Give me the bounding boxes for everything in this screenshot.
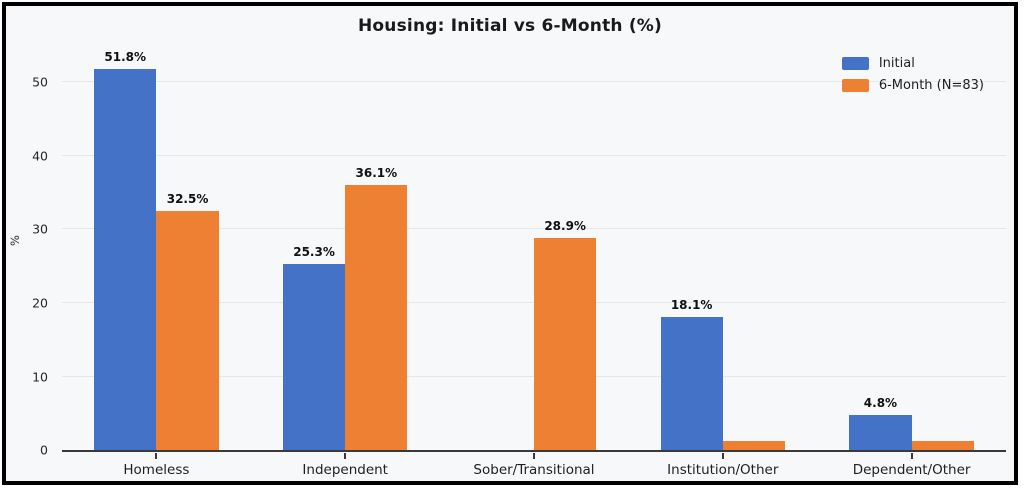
x-category-label: Sober/Transitional: [473, 462, 595, 478]
x-category-label: Homeless: [123, 462, 190, 478]
bar-group: 25.3% 36.1%: [251, 42, 440, 459]
bar-6-month-n-83: [533, 237, 597, 450]
bar-value-label: 28.9%: [544, 218, 586, 233]
x-tick: [344, 453, 347, 459]
gridline: [62, 228, 1006, 230]
legend-swatch: [841, 79, 869, 92]
legend-label: Initial: [878, 56, 915, 71]
bar-initial: [94, 69, 157, 450]
legend-label: 6-Month (N=83): [878, 78, 984, 93]
bar-6-month-n-83: [156, 211, 219, 450]
x-tick: [155, 453, 158, 459]
y-tick-label: 10: [32, 369, 48, 384]
bar-value-label: 32.5%: [166, 192, 209, 207]
bar-group: 4.8%: [817, 42, 1006, 459]
x-axis: Homeless Independent Sober/Transitional Ins…: [62, 458, 1006, 478]
x-category-label: Independent: [302, 462, 388, 478]
bar-initial: [282, 264, 346, 450]
bar-group: 51.8% 32.5%: [62, 42, 251, 459]
bar-6-month-n-83: [722, 441, 786, 450]
bar-initial: [849, 414, 912, 450]
bar-value-label: 25.3%: [293, 245, 335, 260]
y-tick-label: 50: [32, 74, 48, 90]
legend: Initial 6-Month (N=83): [841, 56, 984, 93]
bar-initial: [660, 316, 723, 450]
chart-title: Housing: Initial vs 6-Month (%): [358, 16, 662, 36]
x-category-label: Institution/Other: [667, 462, 779, 478]
y-tick-label: 30: [32, 221, 48, 237]
bar-group: 18.1%: [628, 42, 817, 459]
bar-value-label: 51.8%: [104, 50, 147, 65]
bar-value-label: 18.1%: [670, 297, 713, 312]
bar-value-label: 36.1%: [355, 165, 398, 180]
x-tick: [721, 453, 724, 459]
y-axis: 0 10 20 30 40 50: [6, 42, 56, 458]
gridline: [62, 154, 1006, 156]
bar-group: 28.9%: [440, 42, 629, 459]
x-tick: [532, 453, 535, 459]
x-tick: [910, 453, 913, 459]
chart-figure: Housing: Initial vs 6-Month (%) % 0 10 20 3…: [2, 2, 1018, 485]
y-tick-label: 20: [32, 295, 48, 311]
legend-item: 6-Month (N=83): [841, 78, 984, 93]
plot-area: 51.8% 32.5% 25.3% 36.1% 28.9% 18.1% 4.8% Initia…: [62, 42, 1006, 459]
bar-6-month-n-83: [911, 441, 974, 450]
gridline: [62, 81, 1006, 83]
bar-6-month-n-83: [345, 184, 408, 450]
y-tick-label: 40: [32, 148, 48, 164]
y-tick-label: 0: [40, 442, 48, 458]
legend-swatch: [841, 57, 869, 70]
x-category-label: Dependent/Other: [852, 462, 971, 478]
bar-value-label: 4.8%: [863, 395, 898, 410]
legend-item: Initial: [841, 56, 984, 71]
